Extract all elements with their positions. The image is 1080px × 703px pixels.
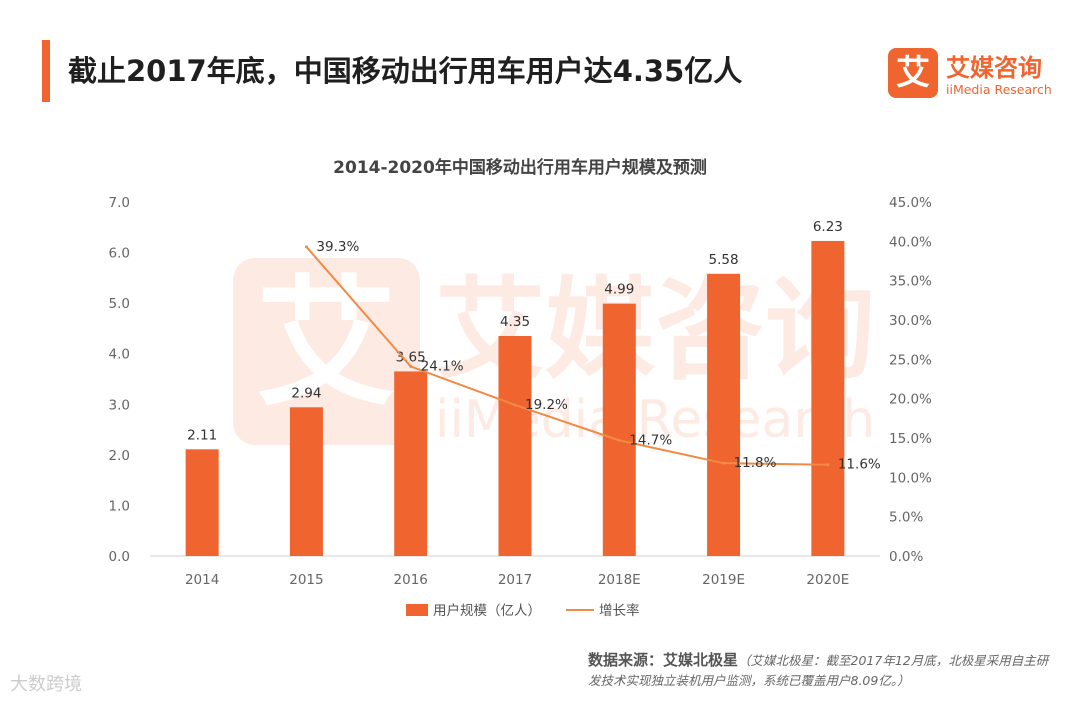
bar-labels: 2.11 2.94 3.65 4.35 4.99 5.58 6.23	[187, 219, 843, 443]
y-left-tick-label: 5.0	[109, 296, 130, 312]
source-label: 数据来源：艾媒北极星	[588, 651, 739, 669]
bar	[394, 371, 428, 556]
growth-value-label: 24.1%	[421, 358, 464, 374]
y-right-tick-label: 20.0%	[889, 392, 932, 408]
growth-point	[722, 461, 726, 465]
y-right-tick-label: 5.0%	[889, 510, 923, 526]
y-left-tick-label: 6.0	[109, 246, 130, 262]
bar	[289, 407, 323, 556]
x-tick-label: 2015	[289, 572, 323, 588]
growth-value-label: 11.6%	[838, 457, 881, 473]
y-right-tick-label: 10.0%	[889, 470, 932, 486]
bar	[185, 449, 219, 556]
watermark-logo-char: 艾	[256, 263, 396, 426]
x-tick-label: 2019E	[702, 572, 745, 588]
growth-value-label: 11.8%	[734, 455, 777, 471]
x-tick-label: 2020E	[806, 572, 849, 588]
chart-title: 2014-2020年中国移动出行用车用户规模及预测	[333, 157, 707, 178]
legend: 用户规模（亿人） 增长率	[406, 602, 640, 619]
bar-value-label: 2.11	[187, 427, 217, 443]
x-axis: 2014 2015 2016 2017 2018E 2019E 2020E	[185, 572, 849, 588]
bar	[811, 240, 845, 556]
y-right-tick-label: 30.0%	[889, 313, 932, 329]
legend-line-label: 增长率	[599, 602, 640, 619]
page-title: 截止2017年底，中国移动出行用车用户达4.35亿人	[68, 54, 743, 88]
brand-logo: 艾 艾媒咨询 iiMedia Research	[888, 48, 1068, 100]
y-axis-right: 0.0% 5.0% 10.0% 15.0% 20.0% 25.0% 30.0% 35.0% 40…	[889, 195, 932, 565]
bar-value-label: 2.94	[291, 385, 321, 401]
y-right-tick-label: 45.0%	[889, 195, 932, 211]
y-right-tick-label: 40.0%	[889, 234, 932, 250]
bar	[707, 273, 741, 556]
growth-line	[305, 246, 828, 466]
legend-bar-label: 用户规模（亿人）	[433, 602, 541, 619]
bar-value-label: 5.58	[709, 252, 739, 268]
corner-watermark: 大数跨境	[10, 674, 82, 695]
y-right-tick-label: 0.0%	[889, 549, 923, 565]
x-tick-label: 2017	[498, 572, 532, 588]
legend-bar-swatch	[406, 604, 428, 616]
chart-watermark: 艾 艾媒咨询 iiMedia Research	[233, 258, 875, 450]
watermark-logo-box	[233, 258, 420, 445]
growth-point	[826, 463, 830, 467]
bar-value-label: 6.23	[813, 219, 843, 235]
bar	[602, 303, 636, 556]
y-left-tick-label: 1.0	[109, 498, 130, 514]
x-tick-label: 2014	[185, 572, 219, 588]
logo-mark: 艾	[888, 48, 938, 98]
growth-value-label: 39.3%	[316, 239, 359, 255]
growth-point	[409, 364, 413, 368]
growth-point	[617, 438, 621, 442]
y-right-tick-label: 25.0%	[889, 352, 932, 368]
x-tick-label: 2016	[394, 572, 428, 588]
bar-value-label: 3.65	[396, 349, 426, 365]
x-tick-label: 2018E	[598, 572, 641, 588]
source-note: 数据来源：艾媒北极星（艾媒北极星：截至2017年12月底，北极星采用自主研发技术…	[588, 650, 1058, 691]
growth-labels: 39.3% 24.1% 19.2% 14.7% 11.8% 11.6%	[316, 239, 880, 473]
y-left-tick-label: 4.0	[109, 347, 130, 363]
title-accent-bar	[42, 40, 50, 102]
growth-point	[513, 403, 517, 407]
y-left-tick-label: 2.0	[109, 448, 130, 464]
growth-value-label: 14.7%	[629, 432, 672, 448]
y-axis-left: 0.0 1.0 2.0 3.0 4.0 5.0 6.0 7.0	[109, 195, 130, 565]
y-right-tick-label: 15.0%	[889, 431, 932, 447]
logo-name-cn: 艾媒咨询	[946, 54, 1042, 82]
y-right-tick-label: 35.0%	[889, 274, 932, 290]
growth-line-series	[304, 245, 830, 467]
y-left-tick-label: 3.0	[109, 397, 130, 413]
bar-value-label: 4.35	[500, 314, 530, 330]
y-left-tick-label: 0.0	[109, 549, 130, 565]
bar-value-label: 4.99	[604, 282, 634, 298]
bar	[498, 336, 532, 556]
logo-name-en: iiMedia Research	[946, 82, 1052, 97]
source-detail: （艾媒北极星：截至2017年12月底，北极星采用自主研发技术实现独立装机用户监测…	[588, 653, 1049, 688]
growth-value-label: 19.2%	[525, 397, 568, 413]
bar-series	[185, 240, 845, 556]
growth-point	[304, 245, 308, 249]
y-left-tick-label: 7.0	[109, 195, 130, 211]
